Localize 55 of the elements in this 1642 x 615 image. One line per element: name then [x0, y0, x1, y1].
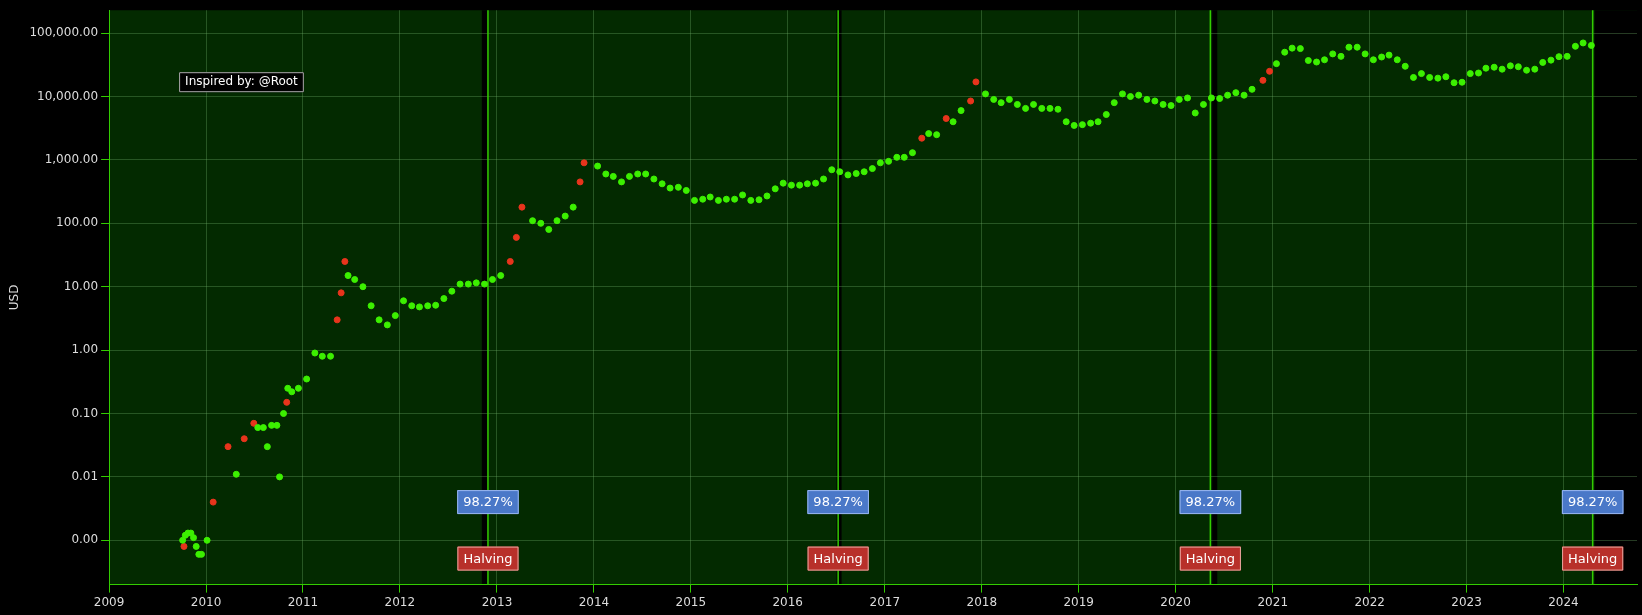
- point: [180, 542, 188, 550]
- point: [942, 115, 950, 123]
- x-tick-label: 2017: [869, 594, 901, 609]
- point: [512, 233, 520, 241]
- y-tick-label: 10.00: [63, 278, 99, 293]
- x-tick-label: 2023: [1451, 594, 1482, 609]
- point: [240, 435, 248, 443]
- ref-line-label: Halving: [813, 550, 863, 566]
- annotation: 98.27%: [813, 494, 863, 510]
- point: [967, 97, 975, 105]
- y-tick-label: 100.00: [56, 215, 99, 230]
- ref-line-label: Halving: [1185, 550, 1235, 566]
- y-tick-label: 0.00: [71, 532, 99, 547]
- ref-line-label: Halving: [1568, 550, 1618, 566]
- point: [250, 419, 258, 427]
- x-tick-label: 2022: [1354, 594, 1385, 609]
- point: [209, 498, 217, 506]
- point: [918, 134, 926, 142]
- x-tick-label: 2018: [966, 594, 998, 609]
- x-tick-label: 2014: [578, 594, 610, 609]
- x-tick-label: 2010: [190, 594, 222, 609]
- point: [1259, 76, 1267, 84]
- point: [518, 203, 526, 211]
- x-tick-label: 2011: [287, 594, 319, 609]
- y-tick-label: 100,000.00: [29, 25, 99, 40]
- point: [576, 178, 584, 186]
- annotation: 98.27%: [463, 494, 513, 510]
- x-tick-label: 2015: [675, 594, 707, 609]
- y-tick-label: 10,000.00: [37, 88, 99, 103]
- x-tick-label: 2013: [481, 594, 513, 609]
- x-tick-label: 2019: [1063, 594, 1094, 609]
- annotation: Inspired by: @Root: [185, 74, 299, 89]
- y-tick-label: 1,000.00: [44, 152, 99, 167]
- point: [224, 443, 232, 451]
- x-tick-label: 2021: [1257, 594, 1289, 609]
- point: [1266, 67, 1274, 75]
- x-tick-label: 2012: [384, 594, 416, 609]
- x-tick-label: 2016: [772, 594, 803, 609]
- y-axis-title: USD: [7, 284, 22, 311]
- point: [283, 398, 291, 406]
- annotation: 98.27%: [1185, 494, 1236, 510]
- y-tick-label: 1.00: [71, 342, 99, 357]
- point: [972, 78, 980, 86]
- point: [333, 316, 341, 324]
- annotation: 98.27%: [1567, 494, 1618, 510]
- x-tick-label: 2009: [93, 594, 125, 609]
- x-tick-label: 2024: [1548, 594, 1579, 609]
- point: [580, 159, 588, 167]
- y-tick-label: 0.10: [71, 405, 99, 420]
- x-tick-label: 2020: [1160, 594, 1191, 609]
- point: [337, 289, 345, 297]
- point: [341, 257, 349, 265]
- point: [506, 257, 514, 265]
- y-tick-label: 0.01: [71, 469, 99, 484]
- ref-line-label: Halving: [463, 550, 513, 566]
